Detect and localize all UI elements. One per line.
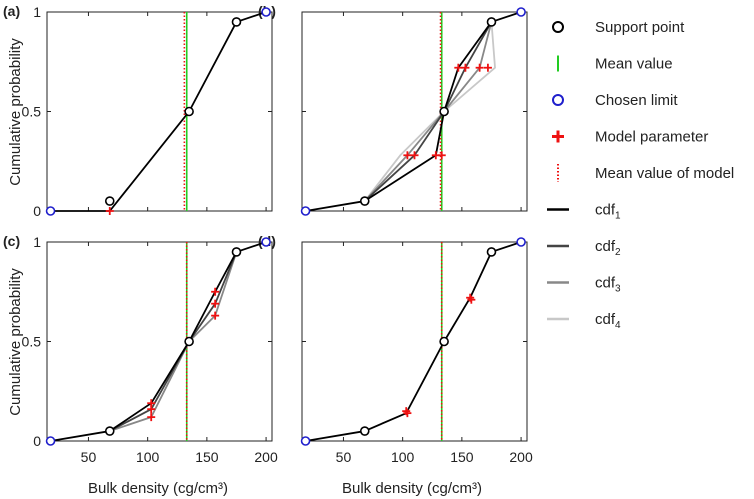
y-tick-label: 0 [33,203,41,219]
chosen-limit-point [45,436,56,446]
support-point [104,426,115,436]
panel-label-c: (c) [3,233,20,249]
y-tick-label: 0.5 [22,334,42,350]
chosen-limit-point [300,436,311,446]
support-point [486,247,497,257]
x-tick-label: 150 [450,449,474,465]
x-tick-label: 100 [136,449,160,465]
legend-label: Mean value of model [595,165,734,182]
support-point [439,336,449,347]
support-point [359,196,370,206]
plot-frame [46,11,273,212]
x-tick-label: 50 [81,449,97,465]
panel-c: 50 100 150 200 0 0.5 1 [22,234,278,465]
y-axis-label-bottom: Cumulative probability [7,268,24,416]
support-point [359,426,370,436]
cdf2-line [109,251,238,432]
support-point [231,17,242,27]
chosen-limit-point [261,7,271,17]
cdf1-line [50,11,267,212]
support-point [231,247,242,257]
legend-item-model: Model parameter [552,129,708,146]
red-plus-marker-icon [552,130,564,143]
x-tick-label: 50 [336,449,352,465]
support-point [184,106,194,117]
support-point [104,196,115,206]
support-point [439,106,449,117]
chosen-limit-point [300,206,311,216]
chosen-limit-point [45,206,56,216]
x-tick-label: 150 [195,449,219,465]
legend-label: Support point [595,19,685,36]
legend-item-mean: Mean value [557,55,673,73]
chosen-limit-point [516,7,526,17]
support-point [486,17,497,27]
blue-circle-marker-icon [552,94,564,106]
legend-label: cdf4 [595,311,621,331]
panel-b [300,7,528,216]
legend-label: cdf2 [595,238,621,258]
legend-item-chosen: Chosen limit [552,92,678,109]
legend-item-cdf1: cdf1 [547,202,621,222]
x-axis-label-left: Bulk density (cg/cm³) [88,480,228,497]
x-tick-label: 200 [254,449,278,465]
cdf3-line [109,251,238,432]
x-tick-label: 100 [391,449,415,465]
y-tick-label: 0 [33,433,41,449]
cdf1-line [50,241,267,442]
cdf1-line [305,11,522,212]
cdf1-line [305,241,522,442]
circle-marker-icon [552,21,564,33]
legend-item-support: Support point [552,19,685,36]
legend: Support point Mean value Chosen limit Model… [547,19,734,331]
y-tick-label: 1 [33,234,41,250]
support-point [184,336,194,347]
legend-item-cdf4: cdf4 [547,311,621,331]
chosen-limit-point [261,237,271,247]
y-tick-label: 0.5 [22,104,42,120]
panel-d: 50 100 150 200 [300,237,533,465]
x-axis-label-right: Bulk density (cg/cm³) [342,480,482,497]
legend-label: cdf1 [595,202,621,222]
plot-frame [301,241,528,442]
plot-frame [46,241,273,442]
legend-label: cdf3 [595,275,621,295]
legend-label: Mean value [595,56,673,73]
legend-item-cdf2: cdf2 [547,238,621,258]
legend-item-model-mean: Mean value of model [557,164,734,182]
legend-label: Chosen limit [595,92,678,109]
y-tick-label: 1 [33,4,41,20]
x-tick-label: 200 [509,449,533,465]
y-axis-label-top: Cumulative probability [7,38,24,186]
panel-a: 00.51 [22,4,273,219]
chosen-limit-point [516,237,526,247]
legend-label: Model parameter [595,129,708,146]
panel-label-a: (a) [3,3,20,19]
legend-item-cdf3: cdf3 [547,275,621,295]
